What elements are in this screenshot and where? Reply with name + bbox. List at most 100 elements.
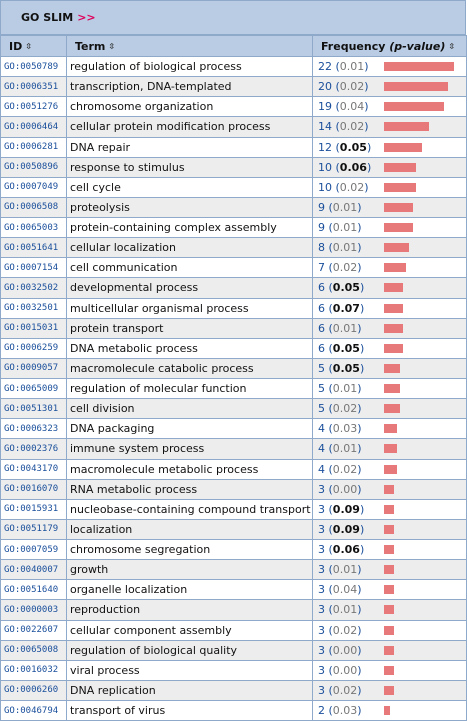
table-row: GO:0016032 viral process 3 (0.00) (0, 659, 468, 681)
go-term-label: regulation of biological quality (66, 639, 313, 661)
table-row: GO:0006281 DNA repair 12 (0.05) (0, 136, 468, 158)
go-term-label: DNA replication (66, 679, 313, 702)
p-value: 0.02 (332, 261, 358, 275)
table-row: GO:0007059 chromosome segregation 3 (0.06) (0, 538, 468, 561)
frequency-count: 3 (318, 543, 325, 557)
table-row: GO:0051640 organelle localization 3 (0.04) (0, 579, 468, 601)
frequency-bar-cell (380, 237, 468, 259)
frequency-cell: 6 (0.07) (312, 297, 381, 319)
frequency-bar (383, 464, 397, 474)
frequency-bar-cell (380, 196, 468, 219)
frequency-bar-cell (380, 639, 468, 661)
frequency-bar (383, 685, 394, 695)
column-header-term[interactable]: Term ⇳ (66, 35, 313, 57)
frequency-count: 6 (318, 341, 325, 355)
go-term-label: developmental process (66, 277, 313, 299)
p-value: 0.06 (339, 160, 367, 174)
go-id-link[interactable]: GO:0002376 (0, 438, 67, 460)
frequency-bar-cell (380, 257, 468, 279)
p-value: 0.02 (332, 402, 358, 416)
go-id-link[interactable]: GO:0022607 (0, 619, 67, 641)
go-id-link[interactable]: GO:0065008 (0, 639, 67, 661)
go-id-link[interactable]: GO:0050789 (0, 55, 67, 78)
go-id-link[interactable]: GO:0000003 (0, 599, 67, 621)
p-value: 0.09 (332, 522, 360, 536)
column-header-pvalue-label: (p-value) (389, 39, 446, 53)
column-header-id[interactable]: ID ⇳ (0, 35, 67, 57)
go-id-link[interactable]: GO:0051640 (0, 579, 67, 601)
sort-arrows-icon[interactable]: ⇳ (448, 41, 456, 51)
go-id-link[interactable]: GO:0032501 (0, 297, 67, 319)
frequency-cell: 3 (0.00) (312, 639, 381, 661)
frequency-bar-cell (380, 76, 468, 98)
frequency-count: 6 (318, 321, 325, 335)
frequency-cell: 19 (0.04) (312, 96, 381, 118)
frequency-cell: 6 (0.05) (312, 277, 381, 299)
go-id-link[interactable]: GO:0065009 (0, 377, 67, 400)
frequency-bar-cell (380, 337, 468, 359)
go-term-label: DNA repair (66, 136, 313, 158)
go-term-label: immune system process (66, 438, 313, 460)
sort-arrows-icon[interactable]: ⇳ (25, 41, 32, 51)
go-id-link[interactable]: GO:0015931 (0, 498, 67, 520)
go-id-link[interactable]: GO:0007059 (0, 538, 67, 561)
go-id-link[interactable]: GO:0065003 (0, 216, 67, 239)
table-row: GO:0000003 reproduction 3 (0.01) (0, 599, 468, 621)
frequency-cell: 3 (0.01) (312, 559, 381, 581)
p-value: 0.01 (332, 603, 358, 617)
frequency-count: 5 (318, 402, 325, 416)
frequency-cell: 22 (0.01) (312, 55, 381, 78)
frequency-bar-cell (380, 619, 468, 641)
frequency-count: 4 (318, 462, 325, 476)
frequency-bar-cell (380, 116, 468, 138)
column-header-term-label: Term (75, 39, 106, 53)
sort-arrows-icon[interactable]: ⇳ (108, 41, 116, 51)
go-id-link[interactable]: GO:0006281 (0, 136, 67, 158)
go-id-link[interactable]: GO:0016070 (0, 478, 67, 500)
expand-arrows-icon[interactable]: >> (77, 11, 96, 24)
column-header-frequency[interactable]: Frequency (p-value) ⇳ (311, 35, 468, 57)
table-row: GO:0065003 protein-containing complex ass… (0, 216, 468, 239)
column-header-frequency-label: Frequency (321, 39, 390, 53)
frequency-bar-cell (380, 458, 468, 480)
go-id-link[interactable]: GO:0007049 (0, 176, 67, 198)
go-id-link[interactable]: GO:0009057 (0, 357, 67, 380)
go-id-link[interactable]: GO:0051276 (0, 96, 67, 118)
p-value: 0.04 (339, 100, 365, 114)
table-row: GO:0016070 RNA metabolic process 3 (0.00) (0, 478, 468, 500)
go-id-link[interactable]: GO:0006351 (0, 76, 67, 98)
frequency-cell: 5 (0.02) (312, 398, 381, 420)
frequency-count: 3 (318, 522, 325, 536)
frequency-bar-cell (380, 277, 468, 299)
go-id-link[interactable]: GO:0051641 (0, 237, 67, 259)
go-id-link[interactable]: GO:0051179 (0, 518, 67, 541)
go-id-link[interactable]: GO:0006323 (0, 418, 67, 440)
go-id-link[interactable]: GO:0006464 (0, 116, 67, 138)
frequency-cell: 4 (0.02) (312, 458, 381, 480)
table-row: GO:0006464 cellular protein modification … (0, 116, 468, 138)
go-id-link[interactable]: GO:0032502 (0, 277, 67, 299)
go-slim-title-link[interactable]: GO SLIM >> (21, 11, 96, 24)
go-id-link[interactable]: GO:0046794 (0, 699, 67, 721)
frequency-count: 10 (318, 180, 332, 194)
go-id-link[interactable]: GO:0006260 (0, 679, 67, 702)
go-id-link[interactable]: GO:0015031 (0, 317, 67, 339)
table-row: GO:0006259 DNA metabolic process 6 (0.05) (0, 337, 468, 359)
frequency-count: 3 (318, 563, 325, 577)
go-id-link[interactable]: GO:0007154 (0, 257, 67, 279)
go-id-link[interactable]: GO:0050896 (0, 156, 67, 178)
go-id-link[interactable]: GO:0016032 (0, 659, 67, 681)
go-id-link[interactable]: GO:0051301 (0, 398, 67, 420)
frequency-count: 22 (318, 60, 332, 74)
go-term-label: protein-containing complex assembly (66, 216, 313, 239)
go-id-link[interactable]: GO:0040007 (0, 559, 67, 581)
go-id-link[interactable]: GO:0006259 (0, 337, 67, 359)
table-row: GO:0009057 macromolecule catabolic proces… (0, 357, 468, 380)
go-id-link[interactable]: GO:0043170 (0, 458, 67, 480)
go-id-link[interactable]: GO:0006508 (0, 196, 67, 219)
p-value: 0.04 (332, 583, 358, 597)
frequency-cell: 10 (0.06) (312, 156, 381, 178)
table-row: GO:0051641 cellular localization 8 (0.01) (0, 237, 468, 259)
table-row: GO:0006323 DNA packaging 4 (0.03) (0, 418, 468, 440)
